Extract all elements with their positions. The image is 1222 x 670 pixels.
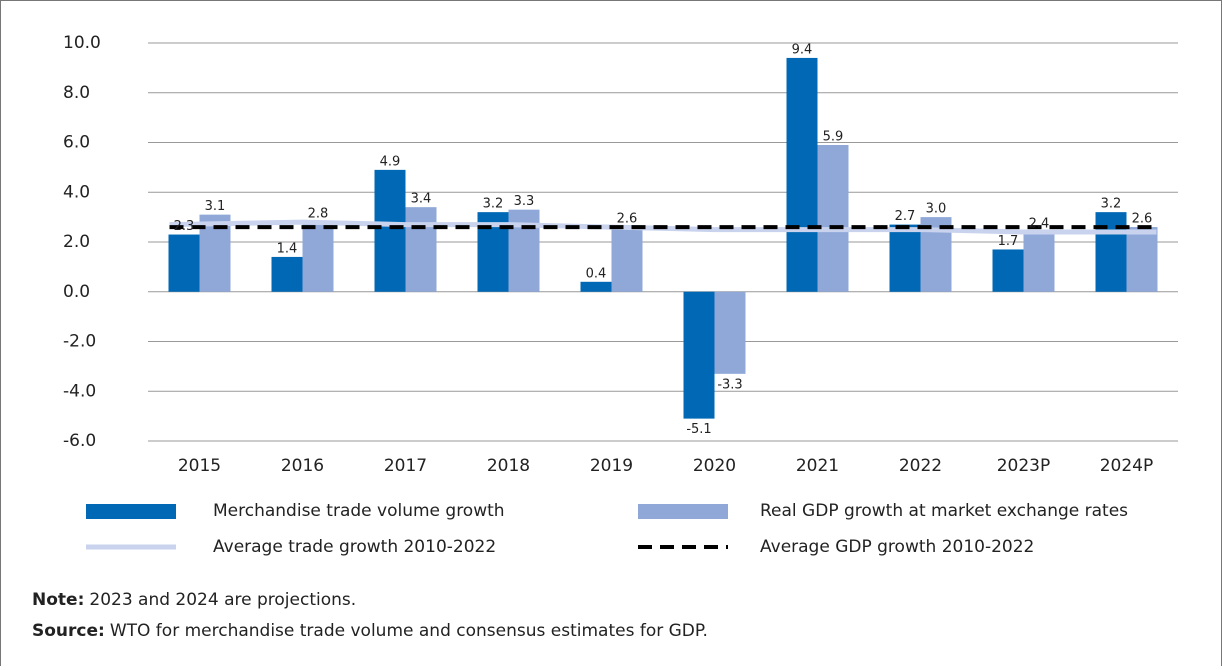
data-label: 2.3	[174, 219, 195, 234]
legend-swatch	[638, 504, 728, 519]
data-label: 2.4	[1029, 217, 1050, 232]
bar	[580, 281, 612, 292]
source-label: Source:	[32, 621, 105, 641]
x-tick-label: 2019	[590, 456, 633, 476]
bar	[1023, 232, 1055, 292]
y-tick-label: -2.0	[63, 332, 96, 352]
bar	[683, 291, 715, 419]
legend-label: Average GDP growth 2010-2022	[760, 537, 1034, 557]
bar	[168, 234, 200, 292]
x-tick-label: 2015	[178, 456, 221, 476]
bar	[271, 256, 303, 292]
data-label: 1.4	[277, 241, 298, 256]
bar	[611, 227, 643, 292]
y-tick-label: 0.0	[63, 282, 90, 302]
data-label: 3.4	[411, 192, 432, 207]
source: Source: WTO for merchandise trade volume …	[32, 621, 708, 641]
bar	[405, 207, 437, 292]
data-label: -3.3	[717, 377, 742, 392]
legend-label: Merchandise trade volume growth	[213, 501, 505, 521]
bar	[889, 224, 921, 292]
x-tick-label: 2020	[693, 456, 736, 476]
data-label: 3.2	[1101, 197, 1122, 212]
y-tick-label: -6.0	[63, 431, 96, 451]
data-label: 2.8	[308, 207, 329, 222]
data-label: 1.7	[998, 234, 1019, 249]
y-tick-label: 2.0	[63, 232, 90, 252]
x-tick-label: 2024P	[1100, 456, 1154, 476]
x-tick-label: 2017	[384, 456, 427, 476]
bar	[374, 169, 406, 292]
x-tick-label: 2021	[796, 456, 839, 476]
y-tick-label: 6.0	[63, 133, 90, 153]
source-text: WTO for merchandise trade volume and con…	[110, 621, 708, 641]
bar	[302, 222, 334, 292]
data-label: 5.9	[823, 129, 844, 144]
data-label: -5.1	[686, 422, 711, 437]
bar	[817, 144, 849, 292]
y-tick-label: 10.0	[63, 33, 101, 53]
x-tick-label: 2023P	[997, 456, 1051, 476]
data-label: 3.2	[483, 197, 504, 212]
data-label: 4.9	[380, 154, 401, 169]
legend-swatch	[86, 504, 176, 519]
x-tick-label: 2022	[899, 456, 942, 476]
y-tick-label: 4.0	[63, 182, 90, 202]
bar	[508, 209, 540, 292]
note-text: 2023 and 2024 are projections.	[89, 590, 356, 610]
y-tick-label: 8.0	[63, 83, 90, 103]
data-label: 3.1	[205, 199, 226, 214]
data-label: 9.4	[792, 42, 813, 57]
legend-label: Average trade growth 2010-2022	[213, 537, 496, 557]
data-label: 2.7	[895, 209, 916, 224]
note: Note: 2023 and 2024 are projections.	[32, 590, 356, 610]
data-label: 2.6	[617, 212, 638, 227]
data-label: 2.6	[1132, 212, 1153, 227]
bar	[786, 57, 818, 292]
note-label: Note:	[32, 590, 84, 610]
legend-label: Real GDP growth at market exchange rates	[760, 501, 1128, 521]
data-label: 3.3	[514, 194, 535, 209]
data-label: 0.4	[586, 266, 607, 281]
bar	[1095, 212, 1127, 292]
data-label: 3.0	[926, 202, 947, 217]
x-tick-label: 2016	[281, 456, 324, 476]
bar	[992, 249, 1024, 292]
bar	[1126, 227, 1158, 292]
bar	[714, 291, 746, 374]
y-tick-label: -4.0	[63, 381, 96, 401]
x-tick-label: 2018	[487, 456, 530, 476]
